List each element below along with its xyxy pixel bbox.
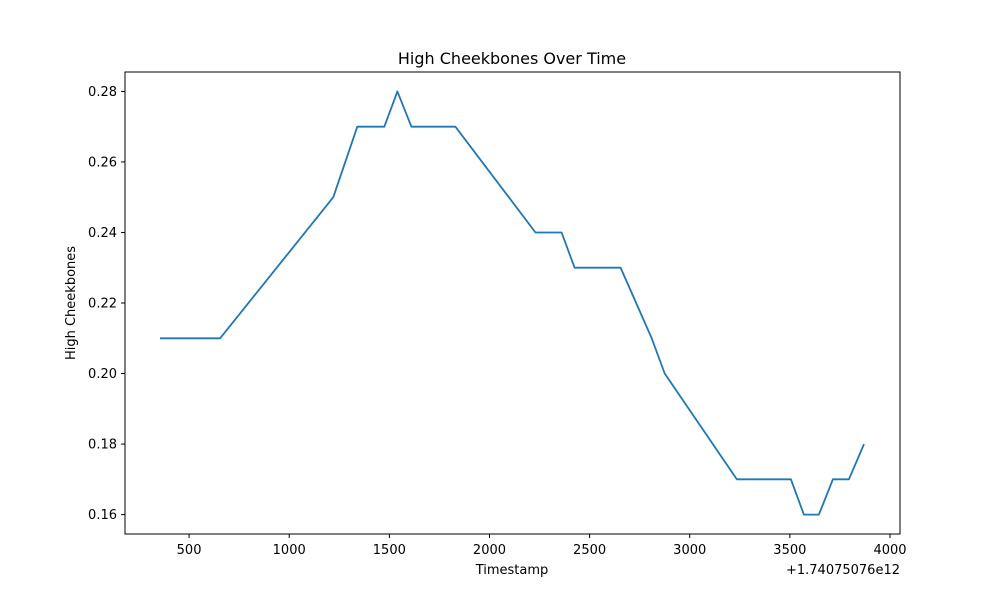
x-axis-ticks: 500 1000 1500 2000 2500 3000 3500 4000 <box>177 534 907 558</box>
series-line <box>160 90 865 516</box>
plot-area <box>160 90 865 516</box>
x-axis-offset-label: +1.74075076e12 <box>786 563 900 578</box>
y-tick-label: 0.16 <box>88 508 117 523</box>
y-tick-label: 0.22 <box>88 297 117 312</box>
x-tick-label: 500 <box>177 543 202 558</box>
x-tick-label: 2000 <box>473 543 506 558</box>
y-tick-label: 0.28 <box>88 85 117 100</box>
chart-title: High Cheekbones Over Time <box>398 49 626 68</box>
y-tick-label: 0.20 <box>88 367 117 382</box>
x-tick-label: 3500 <box>773 543 806 558</box>
x-axis-label: Timestamp <box>475 563 549 578</box>
x-tick-label: 2500 <box>573 543 606 558</box>
x-tick-label: 1000 <box>273 543 306 558</box>
y-tick-label: 0.26 <box>88 155 117 170</box>
x-tick-label: 1500 <box>373 543 406 558</box>
x-tick-label: 3000 <box>673 543 706 558</box>
y-tick-label: 0.18 <box>88 438 117 453</box>
y-axis-label: High Cheekbones <box>64 246 79 360</box>
axes-frame <box>124 71 901 535</box>
y-tick-label: 0.24 <box>88 226 117 241</box>
y-axis-ticks: 0.16 0.18 0.20 0.22 0.24 0.26 0.28 <box>88 85 125 523</box>
x-tick-label: 4000 <box>873 543 906 558</box>
